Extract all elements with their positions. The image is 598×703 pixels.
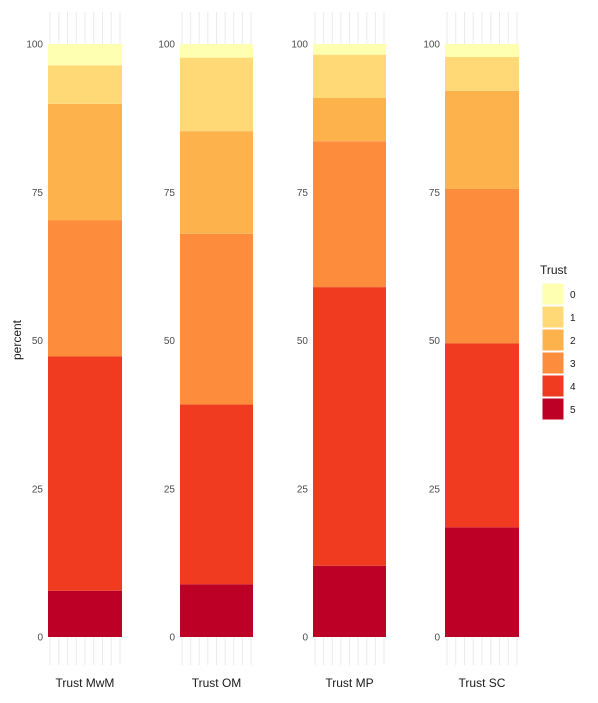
y-tick-label: 50 (164, 336, 176, 347)
y-tick-label: 0 (434, 633, 440, 644)
y-tick-label: 100 (158, 40, 175, 51)
bar-segment-trust-1 (48, 65, 122, 104)
y-tick-label: 75 (429, 188, 441, 199)
bar-segment-trust-1 (445, 57, 519, 91)
bar-segment-trust-4 (313, 287, 386, 566)
panel-label: Trust MP (325, 676, 373, 690)
y-tick-label: 0 (302, 633, 308, 644)
bar-segment-trust-5 (180, 584, 253, 637)
bar-segment-trust-3 (313, 141, 386, 288)
y-tick-label: 100 (26, 40, 43, 51)
bar-segment-trust-2 (445, 90, 519, 189)
y-tick-label: 25 (297, 484, 309, 495)
y-tick-label: 25 (429, 484, 441, 495)
legend-swatch-2 (541, 328, 565, 352)
legend-label: 4 (570, 382, 576, 393)
legend-label: 1 (570, 313, 576, 324)
legend-label: 5 (570, 405, 576, 416)
y-tick-label: 100 (423, 40, 440, 51)
panel-label: Trust SC (459, 676, 506, 690)
bar-segment-trust-5 (313, 565, 386, 637)
panel-label: Trust OM (192, 676, 242, 690)
panel-label: Trust MwM (56, 676, 115, 690)
bar-segment-trust-2 (48, 103, 122, 221)
bar-segment-trust-4 (48, 356, 122, 591)
bar-segment-trust-3 (445, 188, 519, 344)
legend-label: 0 (570, 290, 576, 301)
y-tick-label: 75 (164, 188, 176, 199)
y-tick-label: 25 (32, 484, 44, 495)
legend-swatch-4 (541, 374, 565, 398)
bar-segment-trust-3 (48, 220, 122, 357)
y-tick-label: 75 (297, 188, 309, 199)
legend-swatch-0 (541, 282, 565, 306)
legend-swatch-5 (541, 397, 565, 421)
bar-segment-trust-1 (313, 54, 386, 98)
y-tick-label: 25 (164, 484, 176, 495)
bar-segment-trust-0 (48, 44, 122, 66)
bar-segment-trust-4 (180, 404, 253, 585)
bar-segment-trust-0 (445, 44, 519, 58)
bar-segment-trust-2 (313, 97, 386, 142)
legend-swatch-3 (541, 351, 565, 375)
bar-segment-trust-3 (180, 233, 253, 405)
y-tick-label: 100 (291, 40, 308, 51)
legend-title: Trust (540, 263, 568, 277)
legend-label: 2 (570, 336, 576, 347)
y-axis-label: percent (10, 319, 24, 360)
y-tick-label: 0 (169, 633, 175, 644)
y-tick-label: 50 (297, 336, 309, 347)
y-tick-label: 50 (32, 336, 44, 347)
y-tick-label: 0 (37, 633, 43, 644)
legend-label: 3 (570, 359, 576, 370)
bar-segment-trust-0 (180, 44, 253, 58)
bar-segment-trust-0 (313, 44, 386, 55)
legend-swatch-1 (541, 305, 565, 329)
y-tick-label: 50 (429, 336, 441, 347)
y-tick-label: 75 (32, 188, 44, 199)
bar-segment-trust-1 (180, 57, 253, 132)
bar-segment-trust-5 (48, 590, 122, 637)
bar-segment-trust-5 (445, 527, 519, 637)
bar-segment-trust-2 (180, 131, 253, 234)
bar-segment-trust-4 (445, 343, 519, 528)
